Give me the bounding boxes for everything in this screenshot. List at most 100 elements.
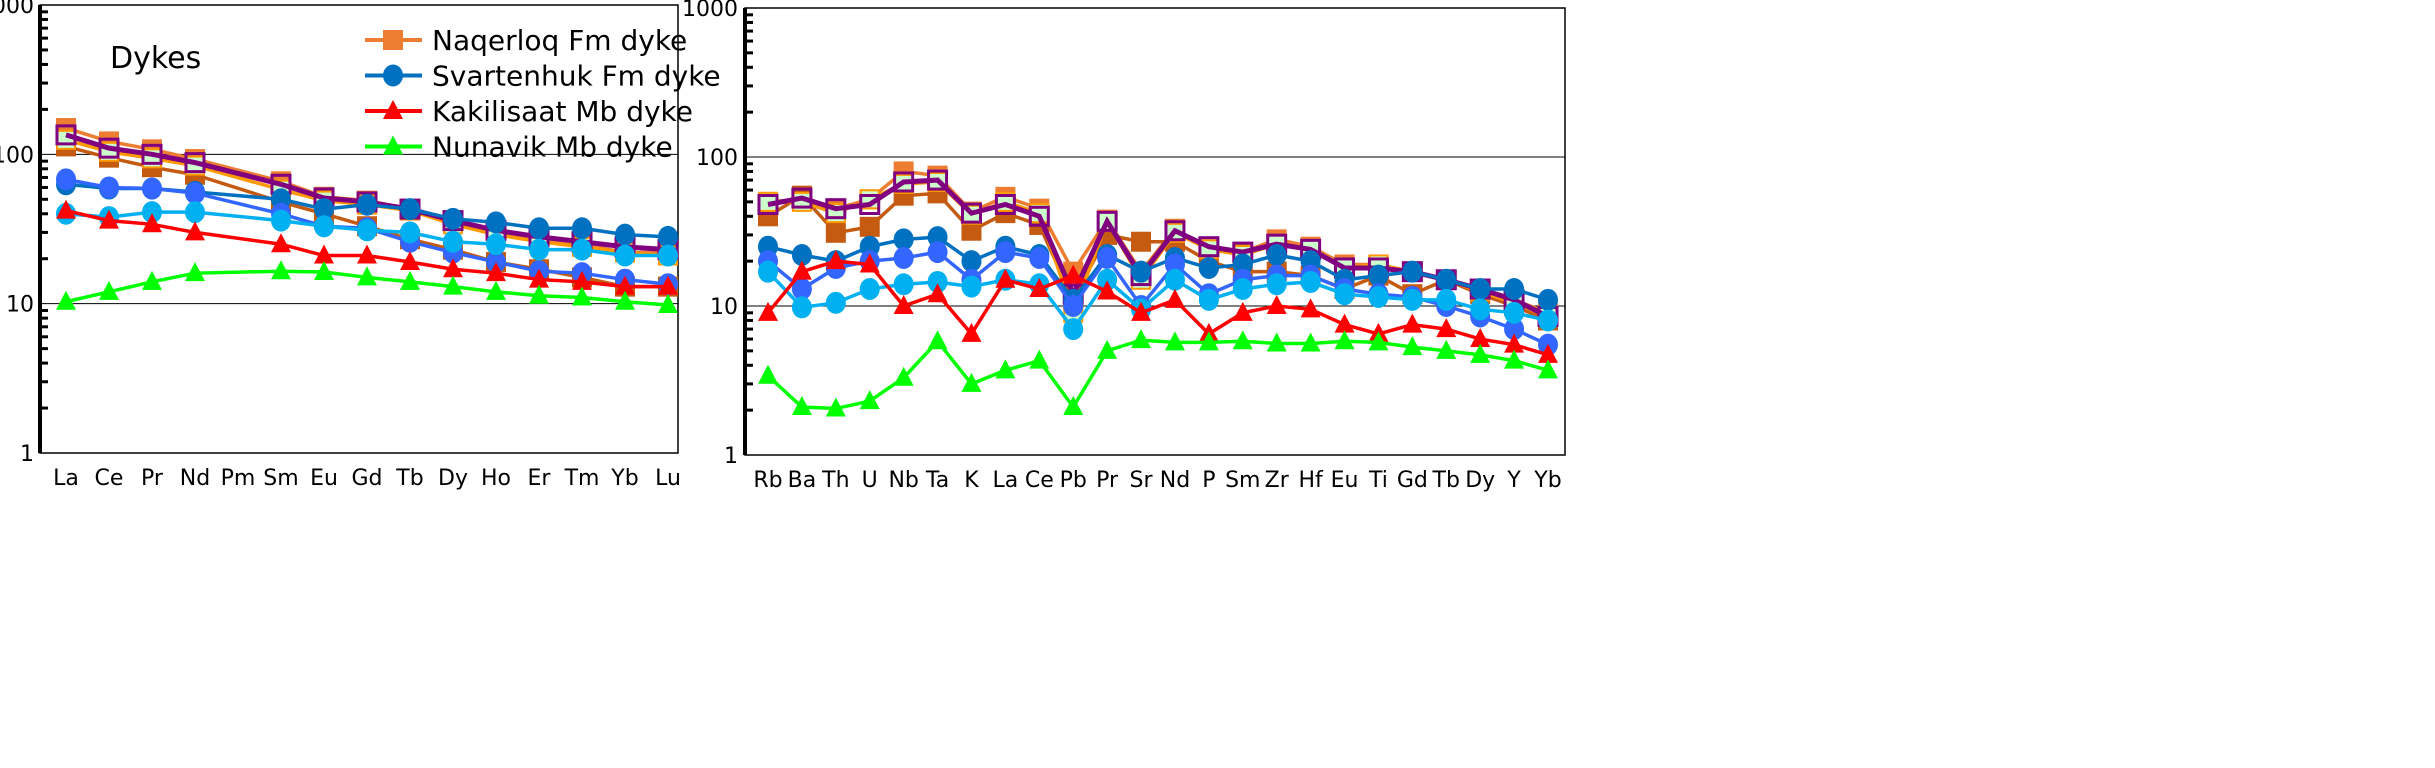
data-point-circle (1334, 283, 1355, 306)
data-point-square (791, 187, 813, 209)
data-point-circle (1504, 318, 1525, 341)
data-point-square (757, 193, 779, 215)
data-point-triangle (383, 100, 403, 119)
x-tick-label: Sm (263, 466, 298, 491)
x-tick-label: Pr (1096, 468, 1119, 493)
data-point-square (825, 222, 846, 243)
y-tick-label: 1000 (682, 0, 738, 22)
data-point-square (1164, 220, 1186, 242)
data-point-square (859, 193, 881, 215)
data-point-circle (1063, 295, 1084, 317)
x-tick-label: Ho (481, 466, 511, 491)
data-point-triangle (357, 266, 377, 286)
x-tick-label: Ta (925, 468, 949, 493)
x-tick-label: La (53, 466, 79, 491)
data-point-circle (142, 201, 162, 224)
ree-panel: 1 10 100 1000 La Ce Pr Nd Pm Sm Eu Gd Tb Dy Ho Er Tm Yb Lu… (0, 0, 721, 491)
x-tick-label: Y (1506, 468, 1521, 493)
data-point-triangle (1470, 328, 1491, 348)
data-point-triangle (357, 244, 377, 264)
data-point-triangle (443, 275, 463, 295)
data-point-triangle (995, 359, 1016, 379)
data-point-circle (400, 221, 420, 244)
data-point-triangle (961, 372, 982, 392)
data-point-circle (314, 215, 334, 238)
data-point-triangle (443, 258, 463, 278)
data-point-circle (486, 251, 506, 274)
x-tick-label: K (964, 468, 979, 493)
data-point-circle (825, 291, 846, 314)
data-point-triangle (1504, 333, 1525, 353)
y-tick-label: 1 (20, 442, 34, 467)
data-point-triangle (400, 270, 420, 290)
data-point-circle (443, 230, 463, 253)
series-line (766, 338, 1549, 411)
data-point-square (1096, 210, 1118, 232)
data-point-triangle (1232, 330, 1253, 350)
x-tick-label: Ce (1025, 468, 1054, 493)
data-point-triangle (1538, 359, 1558, 379)
data-point-triangle (486, 262, 506, 282)
data-point-triangle (1538, 343, 1558, 363)
series-line (767, 235, 1549, 303)
data-point-circle (1470, 298, 1491, 321)
data-point-triangle (893, 366, 914, 386)
data-point-triangle (56, 199, 76, 219)
data-point-triangle (927, 283, 948, 303)
x-tick-label: Er (528, 466, 552, 491)
data-point-square (55, 124, 77, 146)
data-point-triangle (615, 275, 635, 295)
data-point-triangle (185, 262, 205, 282)
series-kakilisaat-mb-dyke (758, 250, 1558, 363)
x-tick-label: P (1202, 468, 1215, 493)
data-point-circle (357, 193, 377, 216)
data-point-triangle (1131, 329, 1152, 349)
x-tick-label: Lu (655, 466, 681, 491)
data-point-square (927, 169, 949, 191)
data-point-circle (1538, 288, 1558, 311)
data-point-triangle (1368, 331, 1389, 351)
data-point-circle (791, 278, 812, 301)
data-point-square (1131, 231, 1152, 252)
data-point-triangle (1436, 339, 1457, 359)
data-point-circle (791, 296, 812, 319)
data-point-triangle (1063, 264, 1084, 284)
y-tick-label: 100 (696, 146, 738, 171)
x-tick-label: Hf (1298, 468, 1324, 493)
data-point-triangle (572, 286, 592, 306)
chart-title: Dykes (110, 41, 201, 76)
data-point-triangle (1504, 349, 1525, 369)
data-point-square (1028, 205, 1050, 227)
x-tick-label: U (862, 468, 878, 493)
data-point-circle (1097, 268, 1118, 291)
x-tick-label: Th (821, 468, 849, 493)
data-point-circle (185, 201, 205, 224)
y-tick-label: 100 (0, 143, 34, 168)
x-tick-label: Eu (310, 466, 338, 491)
data-point-circle (142, 177, 162, 200)
data-point-triangle (400, 251, 420, 271)
data-point-triangle (1164, 288, 1185, 308)
data-point-circle (529, 238, 549, 261)
data-point-circle (1131, 260, 1152, 283)
data-point-triangle (859, 390, 880, 410)
data-point-triangle (1300, 298, 1321, 318)
data-point-circle (1063, 318, 1084, 341)
data-point-triangle (927, 330, 948, 350)
data-point-circle (927, 270, 948, 293)
data-point-circle (1164, 253, 1185, 276)
data-point-circle (1198, 256, 1219, 279)
data-point-triangle (961, 322, 982, 342)
series-line (766, 270, 1549, 333)
data-point-square (859, 216, 880, 237)
data-point-circle (893, 273, 914, 296)
x-tick-label: Ba (788, 468, 817, 493)
x-tick-label: Gd (1397, 468, 1428, 493)
data-point-circle (1504, 301, 1525, 324)
data-point-circle (927, 241, 948, 264)
data-point-triangle (572, 270, 592, 290)
data-point-triangle (859, 253, 880, 273)
data-point-triangle (56, 290, 76, 310)
data-point-circle (1029, 246, 1050, 269)
data-point-circle (99, 176, 119, 199)
